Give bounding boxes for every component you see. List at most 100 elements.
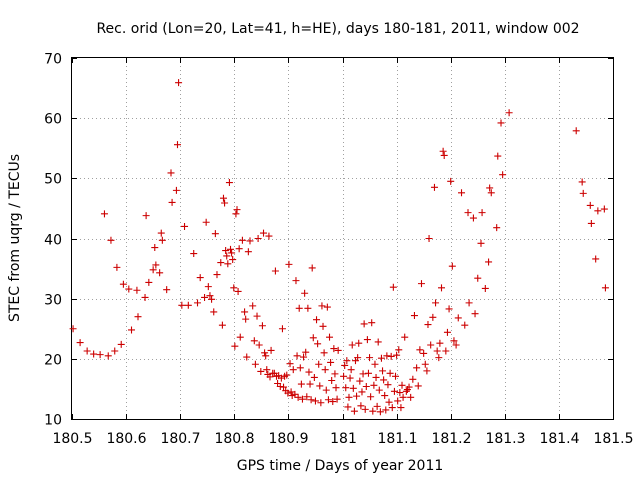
data-point <box>287 388 295 396</box>
data-point <box>208 295 216 303</box>
x-tick-label: 181 <box>330 431 357 447</box>
data-point <box>249 302 257 310</box>
data-point <box>69 325 77 333</box>
data-point <box>323 303 331 311</box>
data-point <box>478 209 486 217</box>
data-point <box>311 397 319 405</box>
data-point <box>308 264 316 272</box>
x-tick-label: 181.5 <box>593 431 633 447</box>
data-point <box>587 219 595 227</box>
data-point <box>332 384 340 392</box>
data-point <box>350 407 358 415</box>
data-point <box>401 333 409 341</box>
data-point <box>306 380 314 388</box>
data-point <box>592 255 600 263</box>
data-point <box>173 141 181 149</box>
data-point <box>334 346 342 354</box>
data-point <box>600 205 608 213</box>
data-point <box>303 393 311 401</box>
data-point <box>464 209 472 217</box>
data-point <box>386 369 394 377</box>
data-point <box>223 252 231 260</box>
data-point <box>224 260 232 268</box>
data-point <box>221 199 229 207</box>
data-point <box>377 354 385 362</box>
data-point <box>301 289 309 297</box>
data-point <box>111 347 119 355</box>
data-point <box>440 151 448 159</box>
grid <box>72 58 613 419</box>
data-point <box>263 366 271 374</box>
data-point <box>225 179 233 187</box>
data-point <box>168 198 176 206</box>
data-point <box>316 382 324 390</box>
data-point <box>387 352 395 360</box>
data-point <box>243 353 251 361</box>
data-point <box>442 347 450 355</box>
data-point <box>295 304 303 312</box>
data-point <box>452 341 460 349</box>
data-point <box>329 398 337 406</box>
y-tick-labels: 10 20 30 40 50 60 70 <box>44 52 62 429</box>
data-point <box>297 380 305 388</box>
data-point <box>167 169 175 177</box>
data-point <box>439 147 447 155</box>
data-point <box>315 360 323 368</box>
data-point <box>355 339 363 347</box>
data-point <box>578 178 586 186</box>
data-point <box>369 407 377 415</box>
data-point <box>235 245 243 253</box>
data-point <box>246 237 254 245</box>
data-point <box>445 305 453 313</box>
data-point <box>217 259 225 267</box>
data-point <box>393 351 401 359</box>
data-point <box>117 340 125 348</box>
data-point <box>276 383 284 391</box>
data-point <box>407 393 415 401</box>
data-point <box>376 408 384 416</box>
data-point <box>356 377 364 385</box>
y-tick-label: 10 <box>44 413 62 429</box>
x-tick-label: 181.3 <box>485 431 525 447</box>
y-axis-label: STEC from uqrg / TECUs <box>7 154 23 322</box>
y-tick-label: 40 <box>44 233 62 249</box>
data-point <box>395 346 403 354</box>
data-point <box>314 340 322 348</box>
x-tick-label: 181.1 <box>377 431 417 447</box>
data-point <box>373 402 381 410</box>
data-point <box>104 352 112 360</box>
data-point <box>211 230 219 238</box>
data-point <box>394 397 402 405</box>
data-point <box>429 313 437 321</box>
data-point <box>410 312 418 320</box>
data-point <box>423 367 431 375</box>
data-point <box>333 395 341 403</box>
data-point <box>368 319 376 327</box>
data-point <box>266 373 274 381</box>
x-tick-label: 181.2 <box>431 431 471 447</box>
data-point <box>113 263 121 271</box>
data-point <box>128 326 136 334</box>
data-point <box>330 345 338 353</box>
data-point <box>289 366 297 374</box>
data-point <box>260 229 268 237</box>
data-point <box>454 314 462 322</box>
data-point <box>328 376 336 384</box>
data-point <box>414 382 422 390</box>
data-point <box>371 360 379 368</box>
data-point <box>254 235 262 242</box>
data-point <box>309 334 317 342</box>
data-point <box>157 229 165 237</box>
data-point <box>390 387 398 395</box>
data-point <box>236 333 244 341</box>
data-point <box>349 384 357 392</box>
data-point <box>346 374 354 382</box>
data-point <box>258 322 266 330</box>
data-point <box>190 250 198 258</box>
data-point <box>409 375 417 383</box>
data-point <box>230 284 238 292</box>
data-point <box>307 396 315 404</box>
data-point <box>300 353 308 361</box>
data-point <box>385 398 393 406</box>
data-point <box>181 222 189 230</box>
